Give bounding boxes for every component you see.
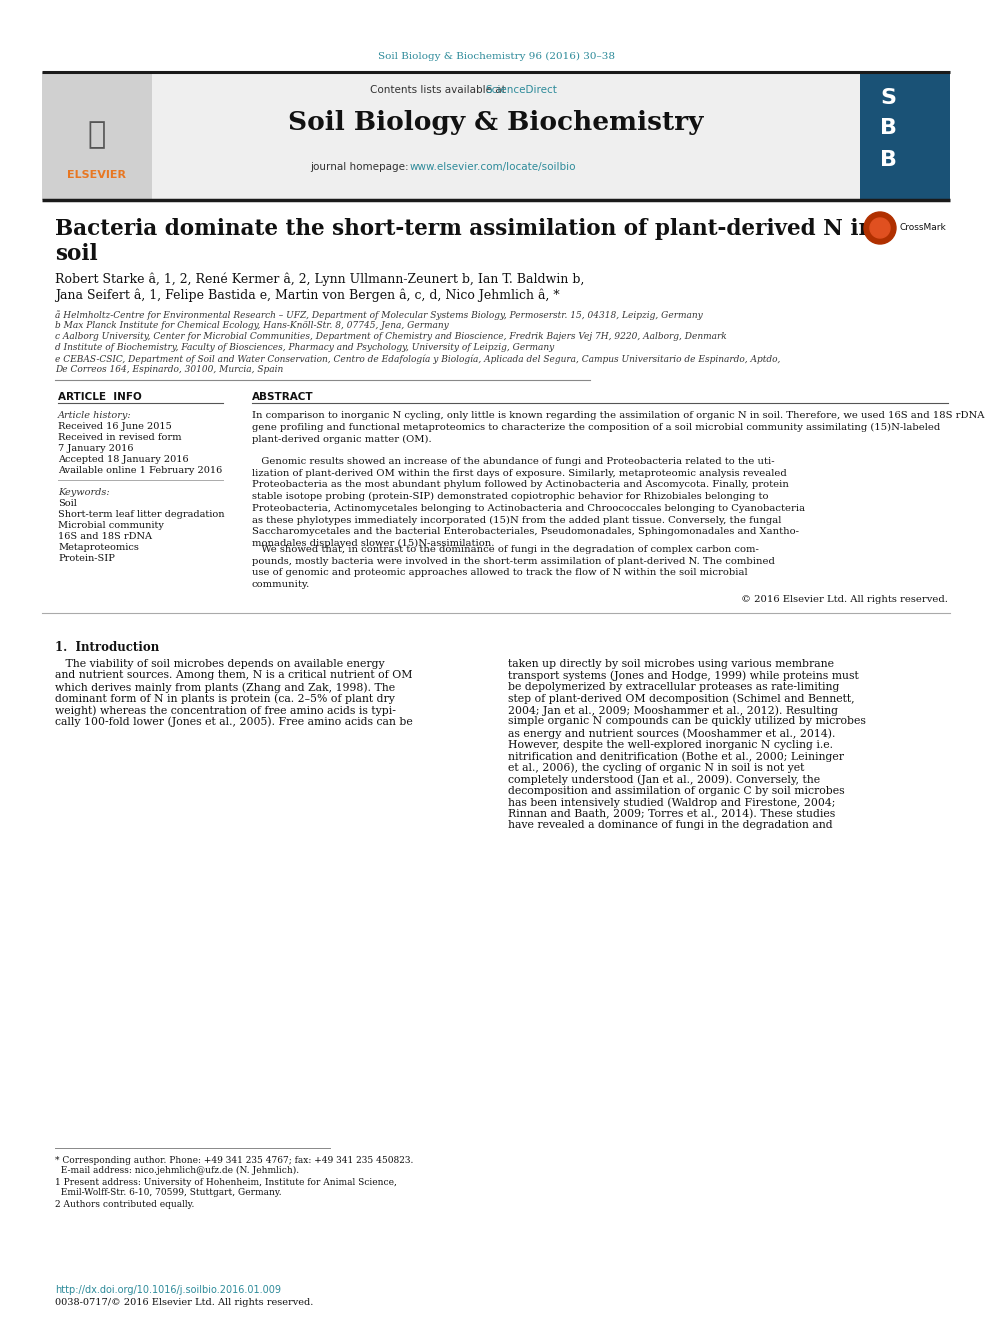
Text: ã Helmholtz-Centre for Environmental Research – UFZ, Department of Molecular Sys: ã Helmholtz-Centre for Environmental Res…	[55, 310, 702, 320]
Text: 0038-0717/© 2016 Elsevier Ltd. All rights reserved.: 0038-0717/© 2016 Elsevier Ltd. All right…	[55, 1298, 313, 1307]
Text: We showed that, in contrast to the dominance of fungi in the degradation of comp: We showed that, in contrast to the domin…	[252, 545, 775, 589]
Text: 7 January 2016: 7 January 2016	[58, 445, 134, 452]
Text: ELSEVIER: ELSEVIER	[67, 169, 127, 180]
Text: * Corresponding author. Phone: +49 341 235 4767; fax: +49 341 235 450823.: * Corresponding author. Phone: +49 341 2…	[55, 1156, 414, 1166]
FancyBboxPatch shape	[42, 71, 152, 200]
Text: b Max Planck Institute for Chemical Ecology, Hans-Knöll-Str. 8, 07745, Jena, Ger: b Max Planck Institute for Chemical Ecol…	[55, 321, 448, 329]
Text: decomposition and assimilation of organic C by soil microbes: decomposition and assimilation of organi…	[508, 786, 844, 795]
Text: http://dx.doi.org/10.1016/j.soilbio.2016.01.009: http://dx.doi.org/10.1016/j.soilbio.2016…	[55, 1285, 281, 1295]
Text: simple organic N compounds can be quickly utilized by microbes: simple organic N compounds can be quickl…	[508, 717, 866, 726]
Text: Soil: Soil	[58, 499, 76, 508]
Text: Protein-SIP: Protein-SIP	[58, 554, 115, 564]
Text: taken up directly by soil microbes using various membrane: taken up directly by soil microbes using…	[508, 659, 834, 669]
Text: and nutrient sources. Among them, N is a critical nutrient of OM: and nutrient sources. Among them, N is a…	[55, 671, 413, 680]
Text: S: S	[880, 89, 896, 108]
Text: have revealed a dominance of fungi in the degradation and: have revealed a dominance of fungi in th…	[508, 820, 832, 830]
Text: nitrification and denitrification (Bothe et al., 2000; Leininger: nitrification and denitrification (Bothe…	[508, 751, 844, 762]
Text: step of plant-derived OM decomposition (Schimel and Bennett,: step of plant-derived OM decomposition (…	[508, 693, 855, 704]
Text: Robert Starke â, 1, 2, René Kermer â, 2, Lynn Ullmann-Zeunert b, Ian T. Baldwin : Robert Starke â, 1, 2, René Kermer â, 2,…	[55, 273, 584, 286]
Text: dominant form of N in plants is protein (ca. 2–5% of plant dry: dominant form of N in plants is protein …	[55, 693, 395, 704]
Text: et al., 2006), the cycling of organic N in soil is not yet: et al., 2006), the cycling of organic N …	[508, 762, 805, 773]
Text: completely understood (Jan et al., 2009). Conversely, the: completely understood (Jan et al., 2009)…	[508, 774, 820, 785]
Text: Accepted 18 January 2016: Accepted 18 January 2016	[58, 455, 188, 464]
Text: ABSTRACT: ABSTRACT	[252, 392, 313, 402]
Text: B: B	[880, 118, 897, 138]
Text: De Correos 164, Espinardo, 30100, Murcia, Spain: De Correos 164, Espinardo, 30100, Murcia…	[55, 365, 284, 374]
Text: www.elsevier.com/locate/soilbio: www.elsevier.com/locate/soilbio	[410, 161, 576, 172]
Text: The viability of soil microbes depends on available energy: The viability of soil microbes depends o…	[55, 659, 385, 669]
Text: Microbial community: Microbial community	[58, 521, 164, 531]
Text: Jana Seifert â, 1, Felipe Bastida e, Martin von Bergen â, c, d, Nico Jehmlich â,: Jana Seifert â, 1, Felipe Bastida e, Mar…	[55, 288, 559, 303]
FancyBboxPatch shape	[860, 71, 950, 200]
Text: Available online 1 February 2016: Available online 1 February 2016	[58, 466, 222, 475]
Text: 1.  Introduction: 1. Introduction	[55, 642, 160, 654]
Text: be depolymerized by extracellular proteases as rate-limiting: be depolymerized by extracellular protea…	[508, 681, 839, 692]
Text: 1 Present address: University of Hohenheim, Institute for Animal Science,: 1 Present address: University of Hohenhe…	[55, 1177, 397, 1187]
Text: Metaproteomics: Metaproteomics	[58, 542, 139, 552]
Text: transport systems (Jones and Hodge, 1999) while proteins must: transport systems (Jones and Hodge, 1999…	[508, 671, 859, 681]
FancyBboxPatch shape	[42, 71, 860, 200]
Text: E-mail address: nico.jehmlich@ufz.de (N. Jehmlich).: E-mail address: nico.jehmlich@ufz.de (N.…	[55, 1166, 300, 1175]
Text: Received in revised form: Received in revised form	[58, 433, 182, 442]
Text: B: B	[880, 149, 897, 169]
Text: 2 Authors contributed equally.: 2 Authors contributed equally.	[55, 1200, 194, 1209]
Text: d Institute of Biochemistry, Faculty of Biosciences, Pharmacy and Psychology, Un: d Institute of Biochemistry, Faculty of …	[55, 343, 555, 352]
Text: soil: soil	[55, 243, 97, 265]
Circle shape	[870, 218, 890, 238]
Text: cally 100-fold lower (Jones et al., 2005). Free amino acids can be: cally 100-fold lower (Jones et al., 2005…	[55, 717, 413, 728]
Text: Contents lists available at: Contents lists available at	[370, 85, 509, 95]
Text: journal homepage:: journal homepage:	[310, 161, 412, 172]
Text: Keywords:: Keywords:	[58, 488, 110, 497]
Text: as energy and nutrient sources (Mooshammer et al., 2014).: as energy and nutrient sources (Mooshamm…	[508, 728, 835, 738]
Text: ARTICLE  INFO: ARTICLE INFO	[58, 392, 142, 402]
Text: Rinnan and Baath, 2009; Torres et al., 2014). These studies: Rinnan and Baath, 2009; Torres et al., 2…	[508, 808, 835, 819]
Text: Soil Biology & Biochemistry 96 (2016) 30–38: Soil Biology & Biochemistry 96 (2016) 30…	[378, 52, 614, 61]
Text: ScienceDirect: ScienceDirect	[485, 85, 557, 95]
Text: c Aalborg University, Center for Microbial Communities, Department of Chemistry : c Aalborg University, Center for Microbi…	[55, 332, 727, 341]
Text: Soil Biology & Biochemistry: Soil Biology & Biochemistry	[289, 110, 703, 135]
Text: Bacteria dominate the short-term assimilation of plant-derived N in: Bacteria dominate the short-term assimil…	[55, 218, 874, 239]
Text: However, despite the well-explored inorganic N cycling i.e.: However, despite the well-explored inorg…	[508, 740, 833, 750]
Text: 16S and 18S rDNA: 16S and 18S rDNA	[58, 532, 152, 541]
Text: has been intensively studied (Waldrop and Firestone, 2004;: has been intensively studied (Waldrop an…	[508, 796, 835, 807]
Text: Short-term leaf litter degradation: Short-term leaf litter degradation	[58, 509, 224, 519]
Text: Article history:: Article history:	[58, 411, 132, 419]
Text: 🌳: 🌳	[88, 120, 106, 149]
Text: In comparison to inorganic N cycling, only little is known regarding the assimil: In comparison to inorganic N cycling, on…	[252, 411, 984, 443]
Text: © 2016 Elsevier Ltd. All rights reserved.: © 2016 Elsevier Ltd. All rights reserved…	[741, 595, 948, 605]
Circle shape	[864, 212, 896, 243]
Text: Emil-Wolff-Str. 6-10, 70599, Stuttgart, Germany.: Emil-Wolff-Str. 6-10, 70599, Stuttgart, …	[55, 1188, 282, 1197]
Text: weight) whereas the concentration of free amino acids is typi-: weight) whereas the concentration of fre…	[55, 705, 396, 716]
Text: e CEBAS-CSIC, Department of Soil and Water Conservation, Centro de Edafología y : e CEBAS-CSIC, Department of Soil and Wat…	[55, 355, 781, 364]
Text: 2004; Jan et al., 2009; Mooshammer et al., 2012). Resulting: 2004; Jan et al., 2009; Mooshammer et al…	[508, 705, 838, 716]
Text: Genomic results showed an increase of the abundance of fungi and Proteobacteria : Genomic results showed an increase of th…	[252, 456, 806, 548]
Text: CrossMark: CrossMark	[900, 224, 946, 233]
Text: which derives mainly from plants (Zhang and Zak, 1998). The: which derives mainly from plants (Zhang …	[55, 681, 395, 692]
Text: Received 16 June 2015: Received 16 June 2015	[58, 422, 172, 431]
